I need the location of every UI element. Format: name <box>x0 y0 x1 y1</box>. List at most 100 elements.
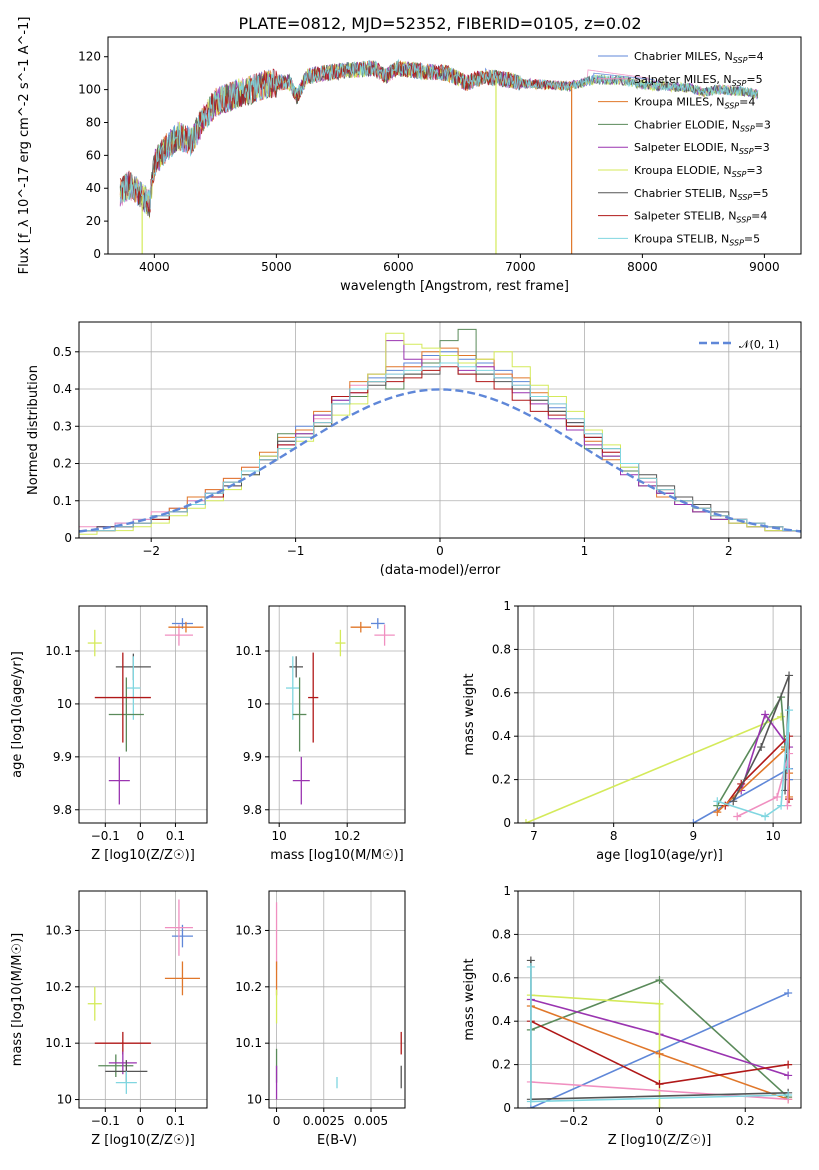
x-axis-label: Z [log10(Z/Z☉)] <box>91 1133 195 1148</box>
y-tick-label: 1 <box>503 599 511 613</box>
y-tick-label: 100 <box>78 83 101 97</box>
errorbar-point-ss <box>94 652 151 743</box>
normal-curve <box>79 388 801 533</box>
y-tick-label: 0 <box>64 531 72 545</box>
x-tick-label: 10 <box>272 829 287 843</box>
weight-marker-km <box>785 792 794 801</box>
x-tick-label: 10.2 <box>334 829 361 843</box>
x-tick-label: −0.1 <box>91 1114 120 1128</box>
spectrum-legend: Chabrier MILES, NSSP=4 Salpeter MILES, NS… <box>598 50 771 247</box>
axes-frame <box>268 605 406 824</box>
y-tick-label: 80 <box>86 115 101 129</box>
legend-label-se: Salpeter ELODIE, NSSP=3 <box>634 141 770 156</box>
y-tick-label: 9.9 <box>243 750 262 764</box>
x-tick-label: 8000 <box>627 260 658 274</box>
weight-marker-km <box>655 1049 664 1058</box>
age-vs-metallicity-panel: −0.1 0 0.1 9.8 9.9 10 10.1 Z [log10(Z/Z☉)] age [… <box>10 605 208 863</box>
weight-marker-cs <box>785 671 794 680</box>
y-tick-label: 10 <box>57 697 72 711</box>
errorbar-point-ks <box>115 1071 137 1094</box>
y-tick-label: 9.8 <box>53 803 72 817</box>
y-axis-label: mass weight <box>462 958 477 1040</box>
weight-marker-cs <box>729 797 738 806</box>
plot-area <box>119 58 759 254</box>
axes-frame <box>107 36 802 255</box>
x-tick-label: 7 <box>530 829 538 843</box>
y-tick-label: 0.1 <box>53 494 72 508</box>
y-axis-label: mass [log10(M/M☉)] <box>10 933 25 1066</box>
x-axis-label: (data-model)/error <box>380 563 501 578</box>
axes-frame <box>517 890 802 1109</box>
weight-marker-ks <box>526 962 535 971</box>
x-tick-label: −2 <box>142 544 160 558</box>
spectrum-line-ks <box>119 58 759 214</box>
errorbar-point-ce <box>292 677 307 752</box>
y-tick-label: 60 <box>86 148 101 162</box>
x-tick-label: 0 <box>137 829 145 843</box>
errorbar-point-sm <box>164 899 193 956</box>
plot-area <box>275 902 402 1100</box>
spectrum-line-cs <box>119 61 759 218</box>
y-tick-label: 0 <box>503 816 511 830</box>
y-tick-label: 40 <box>86 181 101 195</box>
y-tick-label: 0.4 <box>53 382 72 396</box>
axes-frame <box>78 605 208 824</box>
errorbar-point-ke <box>87 629 102 657</box>
errorbar-point-se <box>108 756 130 805</box>
legend-label-ks: Kroupa STELIB, NSSP=5 <box>634 232 760 247</box>
y-tick-label: 10.1 <box>235 644 262 658</box>
x-tick-label: 0.2 <box>736 1114 755 1128</box>
x-axis-label: E(B-V) <box>317 1133 357 1148</box>
weight-marker-ke <box>777 712 786 721</box>
grid-lines <box>79 606 207 823</box>
weight-marker-cm <box>689 819 698 823</box>
y-tick-label: 10 <box>247 1093 262 1107</box>
y-tick-label: 0.5 <box>53 345 72 359</box>
axes-frame <box>517 605 802 824</box>
y-tick-label: 0.4 <box>492 729 511 743</box>
weight-marker-ss <box>655 1080 664 1089</box>
y-tick-label: 10.1 <box>45 1036 72 1050</box>
weight-marker-ks <box>761 812 770 821</box>
x-tick-label: 0 <box>436 544 444 558</box>
y-axis-label: mass weight <box>462 673 477 755</box>
grid-lines <box>269 606 405 823</box>
figure-title: PLATE=0812, MJD=52352, FIBERID=0105, z=0… <box>238 14 641 33</box>
weight-marker-sm <box>785 749 794 758</box>
weight-marker-ks <box>777 801 786 810</box>
y-axis-label: Flux [f_λ 10^-17 erg cm^-2 s^-1 A^-1] <box>17 17 32 275</box>
legend-label-cm: Chabrier MILES, NSSP=4 <box>634 50 764 65</box>
weight-marker-ks <box>784 1090 793 1099</box>
x-tick-label: 0.005 <box>354 1114 388 1128</box>
weight-marker-ke <box>655 999 664 1008</box>
x-tick-label: 0 <box>656 1114 664 1128</box>
x-axis-label: Z [log10(Z/Z☉)] <box>608 1133 712 1148</box>
plot-area <box>87 618 204 805</box>
y-tick-label: 10.2 <box>45 980 72 994</box>
y-tick-label: 10 <box>57 1093 72 1107</box>
plot-area <box>87 899 200 1094</box>
weight-marker-ke <box>521 819 530 823</box>
y-tick-label: 9.8 <box>243 803 262 817</box>
legend-label-km: Kroupa MILES, NSSP=4 <box>634 96 755 111</box>
x-tick-label: 5000 <box>261 260 292 274</box>
plot-area <box>286 618 395 805</box>
x-tick-label: 6000 <box>383 260 414 274</box>
y-tick-label: 0.4 <box>492 1014 511 1028</box>
weight-marker-se <box>761 710 770 719</box>
errorbar-point-ke <box>87 986 102 1021</box>
y-tick-label: 0.8 <box>492 927 511 941</box>
x-axis-label: Z [log10(Z/Z☉)] <box>91 848 195 863</box>
weight-marker-cm <box>784 988 793 997</box>
plot-area <box>526 956 793 1108</box>
x-tick-label: 2 <box>725 544 733 558</box>
legend-label-ce: Chabrier ELODIE, NSSP=3 <box>634 118 771 133</box>
weight-marker-ks <box>783 764 792 773</box>
legend-label-cs: Chabrier STELIB, NSSP=5 <box>634 187 768 202</box>
x-axis-label: wavelength [Angstrom, rest frame] <box>340 279 569 294</box>
x-axis-label: age [log10(age/yr)] <box>596 848 723 863</box>
errorbar-point-cm <box>171 924 193 948</box>
y-axis-label: age [log10(age/yr)] <box>10 651 25 778</box>
x-axis-label: mass [log10(M/M☉)] <box>270 848 403 863</box>
y-tick-label: 10.1 <box>45 644 72 658</box>
